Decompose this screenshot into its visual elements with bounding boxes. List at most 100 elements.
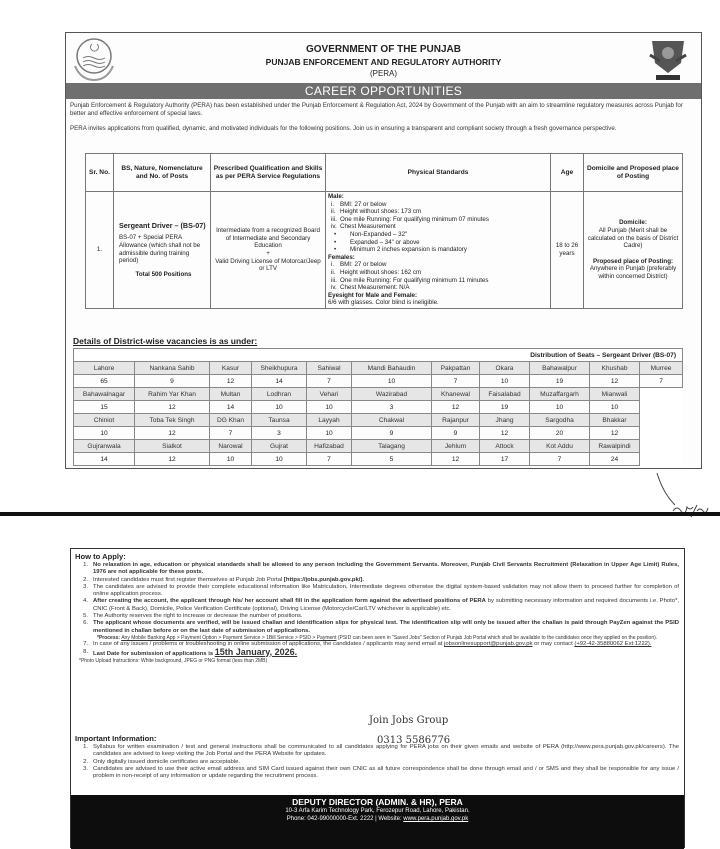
- seat-count: 15: [73, 400, 135, 414]
- chest-text: Non-Expanded – 32": [350, 230, 408, 238]
- district-name: Sahiwal: [306, 361, 352, 375]
- district-seats-row: 65 9 12 14 7 10 7 10 19 12 7: [73, 374, 684, 388]
- item-text: No relaxation in age, education or physi…: [93, 562, 679, 577]
- district-name: Hafizabad: [306, 439, 352, 453]
- chest-text: Expanded – 34" or above: [350, 238, 420, 246]
- website-link[interactable]: www.pera.punjab.gov.pk: [403, 816, 469, 822]
- empty-cell: [639, 413, 683, 427]
- text: Interested candidates must first registe…: [93, 576, 283, 583]
- seat-count: 12: [431, 400, 480, 414]
- list-item: 5. The Authority reserves the right to in…: [79, 613, 679, 620]
- last-date: 15th January, 2026.: [214, 646, 298, 657]
- divider: [0, 512, 720, 516]
- process-label: *Process:: [97, 634, 121, 641]
- seat-count: 10: [73, 426, 135, 440]
- district-name: Sialkot: [134, 439, 210, 453]
- post-desc: BS-07 + Special PERA Allowance (which sh…: [119, 234, 201, 265]
- district-name: Chiniot: [73, 413, 135, 427]
- seat-count: 24: [589, 452, 640, 466]
- phone-link[interactable]: (+92-42-35880062 Ext:1222).: [574, 641, 652, 648]
- district-name: Nankana Sahib: [134, 361, 210, 375]
- portal-link[interactable]: [https://jobs.punjab.gov.pk/].: [283, 576, 364, 583]
- list-item: 4. After creating the account, the applic…: [79, 598, 679, 613]
- process-text: (PSID can been seen in "Saved Jobs" Sect…: [337, 634, 658, 641]
- seat-count: 10: [251, 400, 307, 414]
- district-name: Pakpattan: [431, 361, 480, 375]
- how-to-apply-title: How to Apply:: [75, 552, 126, 561]
- career-banner: CAREER OPPORTUNITIES: [66, 83, 701, 99]
- male-standard: ii. Height without shoes: 173 cm: [328, 208, 548, 216]
- empty-cell: [639, 439, 683, 453]
- item-text: Interested candidates must first registe…: [93, 577, 364, 584]
- district-name: Kot Addu: [529, 439, 590, 453]
- district-names-row: Gujranwala Sialkot Narowal Gujrat Hafizabad T…: [73, 439, 683, 453]
- district-name: Sheikhupura: [251, 361, 307, 375]
- seat-count: 19: [479, 400, 530, 414]
- col-header: Physical Standards: [325, 153, 551, 192]
- district-title: Details of District-wise vacancies is as…: [73, 336, 258, 346]
- district-name: Vehari: [306, 387, 352, 401]
- signature-icon: [656, 472, 709, 518]
- bullet-icon: •: [334, 238, 337, 246]
- seat-count: 19: [529, 374, 590, 388]
- chest-item: • Expanded – 34" or above: [328, 239, 548, 247]
- seat-count: 12: [134, 452, 210, 466]
- seat-count: 10: [529, 400, 590, 414]
- seat-count: 9: [134, 374, 210, 388]
- district-seats-row: 15 12 14 10 10 3 12 19 10 10: [73, 400, 683, 414]
- posting-label: Proposed place of Posting:: [592, 257, 674, 265]
- bullet-icon: •: [334, 230, 337, 238]
- item-text: The candidates are advised to provide th…: [93, 584, 679, 599]
- col-header: BS, Nature, Nomenclature and No. of Post…: [113, 153, 211, 192]
- district-name: Rahim Yar Khan: [134, 387, 210, 401]
- bullet-icon: •: [334, 246, 337, 254]
- list-item: 2. Only digitally issued domicile certifi…: [79, 759, 679, 766]
- empty-cell: [639, 426, 683, 440]
- item-text: Last Date for submission of applications…: [93, 646, 298, 658]
- text: In case of any issues / problems or trou…: [93, 641, 443, 648]
- seat-count: 12: [479, 426, 530, 440]
- seat-count: 10: [306, 426, 352, 440]
- district-name: Bahawalpur: [529, 361, 590, 375]
- age: 18 to 26 years: [550, 191, 584, 309]
- district-name: Murree: [638, 361, 684, 375]
- license: Valid Driving License of Motorcar/Jeep o…: [215, 257, 321, 273]
- item-number: 1.: [83, 744, 88, 750]
- district-name: DG Khan: [209, 413, 252, 427]
- sr-no: 1.: [85, 191, 114, 309]
- chest-text: Minimum 2 inches expansion is mandatory: [350, 246, 467, 254]
- district-name: Khanewal: [431, 387, 480, 401]
- seat-count: 65: [73, 374, 135, 388]
- seat-count: 10: [251, 452, 307, 466]
- district-name: Lahore: [73, 361, 135, 375]
- post-title: Sergeant Driver – (BS-07): [119, 221, 206, 231]
- process-note: *Process: Any Mobile Banking App > Payme…: [79, 635, 679, 642]
- seat-count: 7: [306, 374, 352, 388]
- header-subtitle: PUNJAB ENFORCEMENT AND REGULATORY AUTHOR…: [265, 57, 502, 67]
- female-standard: ii. Height without shoes: 162 cm: [328, 269, 548, 277]
- district-name: Bahawalnagar: [73, 387, 135, 401]
- item-number: 6.: [83, 620, 88, 627]
- numeral: iv.: [331, 284, 337, 292]
- eyesight: 6/6 with glasses. Color blind is ineligi…: [328, 299, 439, 307]
- district-name: Rawalpindi: [589, 439, 640, 453]
- numeral: iii.: [331, 276, 337, 284]
- list-item: 7. In case of any issues / problems or tr…: [79, 641, 679, 648]
- seat-count: 10: [479, 374, 530, 388]
- numeral: ii.: [331, 208, 336, 216]
- seat-count: 12: [431, 452, 480, 466]
- col-header: Prescribed Qualification and Skills as p…: [210, 153, 326, 192]
- item-number: 4.: [83, 598, 88, 605]
- district-name: Multan: [209, 387, 252, 401]
- numeral: iii.: [331, 215, 337, 223]
- list-item: 1. Syllabus for written examination / tes…: [79, 744, 679, 759]
- item-text: Syllabus for written examination / test …: [93, 744, 679, 758]
- header-abbr: (PERA): [369, 69, 398, 78]
- seat-count: 3: [251, 426, 307, 440]
- item-text: The Authority reserves the right to incr…: [93, 613, 303, 620]
- seat-count: 10: [306, 400, 352, 414]
- watermark-phone: 0313 5586776: [377, 735, 451, 746]
- standard-text: Chest Measurement: N/A: [340, 284, 410, 292]
- intro-paragraph: Punjab Enforcement & Regulatory Authorit…: [70, 102, 683, 117]
- email-link[interactable]: jobsonlinesupport@punjab.gov.pk: [444, 641, 533, 648]
